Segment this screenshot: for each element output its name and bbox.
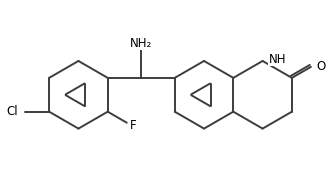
Text: F: F xyxy=(130,119,137,132)
Text: NH₂: NH₂ xyxy=(130,37,152,50)
Text: Cl: Cl xyxy=(7,105,18,118)
Text: O: O xyxy=(316,60,326,73)
Text: NH: NH xyxy=(269,53,286,66)
